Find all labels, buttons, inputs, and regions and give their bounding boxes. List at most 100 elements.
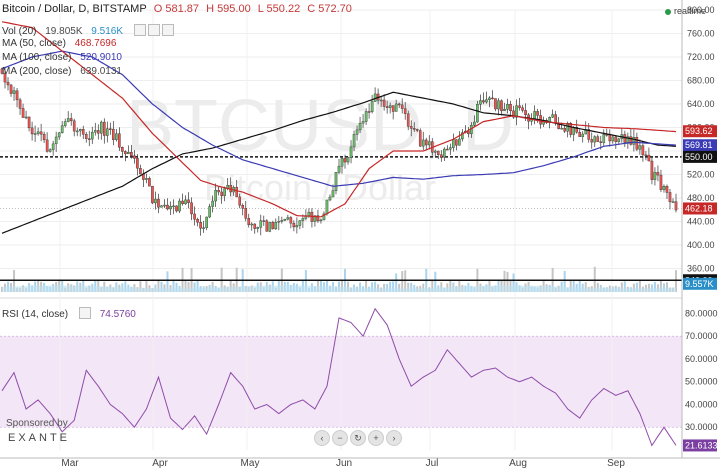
candle-body	[650, 160, 654, 180]
volume-bar	[389, 281, 392, 292]
volume-bar	[359, 282, 362, 292]
candle-body	[473, 121, 476, 126]
volume-bar	[166, 271, 169, 292]
ohlc-high: H 595.00	[206, 3, 251, 15]
candle-body	[659, 174, 663, 190]
zoom-in-button[interactable]: +	[368, 430, 384, 446]
candle-body	[157, 198, 160, 208]
candle-body	[265, 220, 269, 232]
volume-bar	[440, 282, 443, 292]
zoom-controls: ‹ − ↻ + ›	[314, 430, 402, 446]
candle-body	[48, 149, 52, 152]
reset-button[interactable]: ↻	[350, 430, 366, 446]
candle-body	[21, 108, 25, 118]
candle-body	[271, 222, 275, 230]
legend-rsi[interactable]: RSI (14, close) 74.5760	[2, 307, 136, 322]
volume-bar	[506, 271, 509, 292]
candle-body	[69, 118, 73, 122]
candle-body	[133, 155, 136, 159]
legend-ma100[interactable]: MA (100, close) 520.9010	[2, 52, 122, 63]
candle-body	[106, 128, 109, 136]
volume-bar	[449, 280, 452, 292]
candle-body	[169, 206, 172, 210]
candle-body	[668, 192, 672, 203]
legend-ma50[interactable]: MA (50, close) 468.7696	[2, 38, 117, 49]
candle-body	[653, 172, 657, 180]
volume-bar	[434, 271, 437, 292]
volume-ma-area	[2, 285, 676, 292]
volume-bar	[563, 271, 566, 292]
volume-bar	[620, 282, 623, 292]
symbol-title[interactable]: Bitcoin / Dollar, D, BITSTAMP	[2, 3, 147, 15]
candle-body	[572, 126, 575, 135]
candle-body	[235, 187, 238, 198]
candle-body	[241, 205, 245, 209]
candle-body	[361, 121, 365, 124]
candle-body	[124, 151, 127, 155]
volume-bar	[184, 280, 187, 292]
candle-body	[349, 146, 353, 158]
candle-body	[295, 225, 299, 228]
candle-body	[115, 133, 118, 140]
candle-body	[66, 118, 70, 122]
time-tick-label: Jul	[426, 458, 439, 468]
realtime-indicator: realtime	[664, 6, 706, 16]
candle-body	[482, 100, 485, 103]
volume-bar	[157, 280, 160, 292]
price-tick-label: 760.00	[687, 29, 715, 39]
watermark-name: Bitcoin / Dollar	[204, 167, 436, 208]
candle-body	[449, 147, 452, 150]
candle-body	[581, 133, 585, 137]
candle-body	[485, 99, 488, 103]
candle-body	[253, 223, 257, 229]
candle-body	[6, 81, 10, 86]
candle-body	[644, 154, 648, 157]
candle-body	[503, 108, 506, 111]
candle-body	[379, 99, 383, 102]
volume-bar	[647, 283, 650, 292]
volume-bar	[431, 280, 434, 292]
volume-bar	[635, 282, 638, 292]
candle-body	[3, 73, 7, 83]
candle-body	[87, 138, 91, 140]
candle-body	[54, 136, 58, 145]
scroll-left-button[interactable]: ‹	[314, 430, 330, 446]
candle-body	[51, 143, 55, 150]
candle-body	[36, 131, 40, 134]
candle-body	[662, 186, 666, 190]
volume-bar	[338, 281, 340, 292]
candle-body	[388, 105, 392, 108]
candle-body	[268, 222, 272, 232]
rsi-settings-icons[interactable]	[77, 307, 91, 322]
volume-bar	[662, 283, 665, 292]
candle-body	[599, 141, 603, 143]
candle-body	[394, 103, 398, 112]
scroll-right-button[interactable]: ›	[386, 430, 402, 446]
candle-body	[337, 165, 341, 173]
volume-bar	[377, 284, 380, 292]
time-tick-label: Mar	[61, 458, 79, 468]
rsi-tick-label: 70.0000	[685, 331, 718, 341]
candle-body	[391, 105, 395, 112]
candle-body	[60, 125, 64, 134]
candle-body	[397, 103, 401, 106]
rsi-line	[1, 307, 677, 447]
volume-bar	[503, 270, 506, 292]
volume-bar	[410, 282, 413, 292]
price-tick-label: 480.00	[687, 193, 715, 203]
zoom-out-button[interactable]: −	[332, 430, 348, 446]
legend-volume[interactable]: Vol (20) 19.805K 9.516K	[2, 24, 174, 39]
candle-body	[12, 90, 16, 94]
sponsor-logo[interactable]: EXANTE	[8, 432, 71, 444]
chart-header: Bitcoin / Dollar, D, BITSTAMP O 581.87 H…	[2, 3, 356, 15]
candle-body	[458, 138, 461, 146]
volume-bar	[632, 283, 635, 292]
legend-settings-icons[interactable]	[132, 24, 174, 39]
candle-body	[497, 100, 500, 110]
legend-ma200[interactable]: MA (200, close) 639.0131	[2, 66, 122, 77]
candle-body	[611, 136, 615, 142]
candle-body	[220, 191, 223, 196]
candle-body	[494, 98, 497, 110]
candle-body	[42, 133, 46, 141]
